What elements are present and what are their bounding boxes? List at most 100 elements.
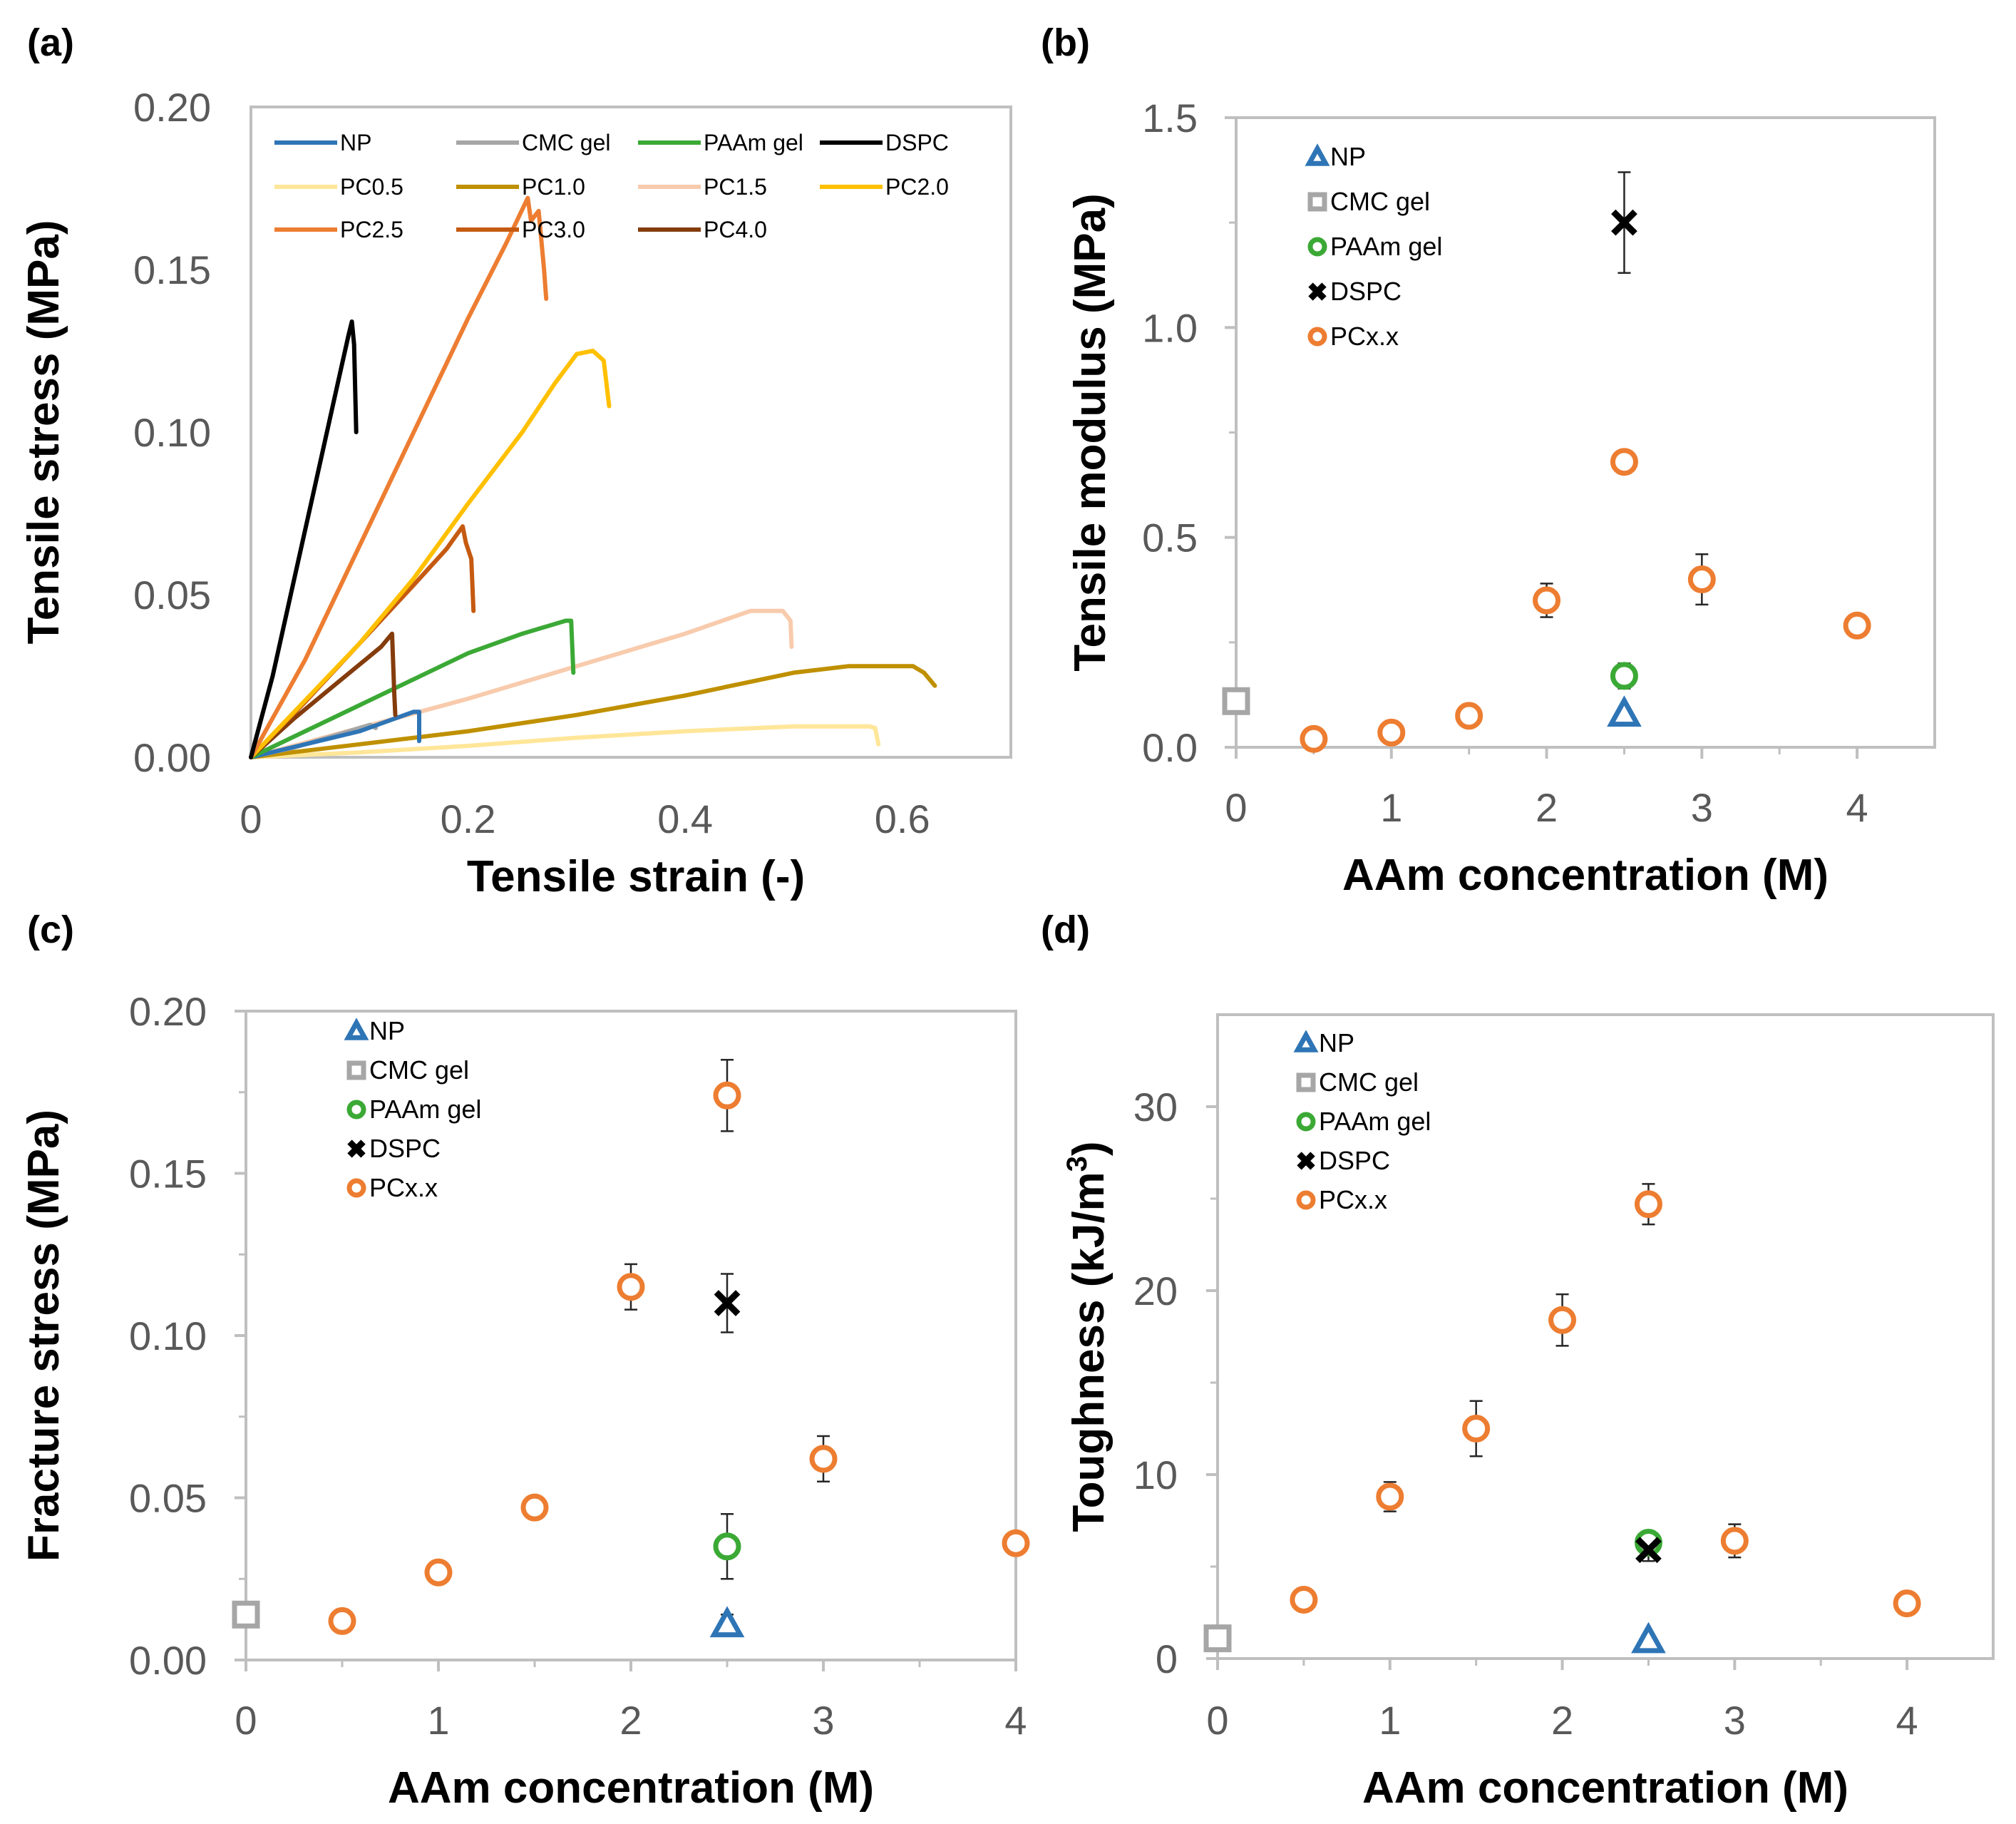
data-point-pcx-x <box>1634 1190 1662 1219</box>
data-point-pcx-x <box>1533 586 1561 615</box>
y-tick-label: 0.10 <box>129 1313 207 1358</box>
legend-item: PCx.x <box>346 1173 438 1202</box>
series-line-dspc <box>249 319 359 759</box>
data-point-pcx-x <box>1455 702 1483 730</box>
legend-marker <box>1307 327 1327 347</box>
legend-marker <box>1305 143 1330 166</box>
y-tick-label: 0.00 <box>133 735 211 780</box>
x-marker-stroke <box>347 1139 366 1158</box>
legend-item: PC0.5 <box>274 174 403 200</box>
legend-item: PAAm gel <box>346 1095 481 1124</box>
x-tick-label: 1 <box>1380 785 1402 830</box>
data-point-paam-gel <box>1610 662 1638 690</box>
data-point-pcx-x <box>1377 718 1406 747</box>
data-point-pcx-x <box>1548 1306 1577 1334</box>
y-tick-label: 0.05 <box>133 573 211 618</box>
legend-label: PCx.x <box>369 1173 438 1202</box>
y-tick-label: 0.5 <box>1142 516 1198 560</box>
panel-letter: (b) <box>1041 21 1090 64</box>
legend-label: DSPC <box>885 130 949 155</box>
x-tick-label: 3 <box>812 1698 834 1743</box>
legend-item: DSPC <box>820 130 949 155</box>
x-axis-title: AAm concentration (M) <box>1362 1763 1848 1813</box>
legend-item: DSPC <box>1308 277 1402 306</box>
legend-item: CMC gel <box>456 130 610 155</box>
legend-item: PC3.0 <box>456 217 585 242</box>
panel-b-tensile-modulus-chart: (b) 0.0 0.5 1.0 1.5 0 1 2 3 4 AAm concentration (M… <box>1041 21 1936 900</box>
legend-marker <box>1296 1190 1316 1210</box>
x-tick-label: 0 <box>1206 1698 1228 1743</box>
x-tick-label: 1 <box>1379 1698 1401 1743</box>
y-tick-label: 1.5 <box>1142 96 1198 140</box>
x-tick-label: 4 <box>1896 1698 1918 1743</box>
x-axis-title: AAm concentration (M) <box>1342 851 1829 900</box>
data-point-pcx-x <box>1893 1589 1921 1618</box>
x-tick-label: 4 <box>1846 785 1868 830</box>
legend-label: CMC gel <box>1330 187 1430 216</box>
series-line-pc0-5 <box>249 724 881 759</box>
data-point-pcx-x <box>520 1493 549 1522</box>
series-line-pc1-0 <box>249 664 937 759</box>
x-tick-label: 4 <box>1004 1698 1027 1743</box>
data-point-dspc <box>714 1290 741 1316</box>
data-point-pcx-x <box>424 1558 453 1587</box>
x-axis-title: Tensile strain (-) <box>467 852 805 901</box>
y-tick-label: 0.00 <box>129 1638 207 1683</box>
data-point-cmc-gel <box>1203 1624 1232 1653</box>
data-point-pcx-x <box>1720 1527 1749 1555</box>
data-point-pcx-x <box>328 1607 356 1635</box>
legend-item: NP <box>344 1016 405 1045</box>
panel-c-fracture-stress-chart: (c) 0.00 0.05 0.10 0.15 0.20 0 1 2 3 4 AAm concentr… <box>19 908 1030 1813</box>
legend-label: DSPC <box>1319 1146 1390 1175</box>
legend-marker <box>347 1139 366 1158</box>
x-tick-label: 3 <box>1724 1698 1746 1743</box>
y-tick-label: 0.15 <box>133 247 211 292</box>
legend-label: PC0.5 <box>340 174 403 200</box>
x-tick-label: 2 <box>1551 1698 1573 1743</box>
y-axis-title: Toughness (kJ/m3) <box>1061 1141 1114 1532</box>
legend-item: NP <box>1293 1028 1354 1057</box>
data-point-pcx-x <box>1002 1529 1030 1557</box>
x-marker-stroke <box>1308 282 1327 301</box>
legend-item: PC1.5 <box>638 174 767 200</box>
series-line-paam-gel <box>249 618 576 759</box>
data-point-pcx-x <box>1376 1482 1404 1511</box>
data-point-pcx-x <box>1290 1585 1318 1614</box>
legend-label: CMC gel <box>522 130 610 155</box>
y-tick-label: 0.20 <box>133 85 211 130</box>
y-tick-label: 0.20 <box>129 989 207 1034</box>
series-line-pc4-0 <box>249 631 398 759</box>
y-axis-title: Tensile modulus (MPa) <box>1066 193 1115 672</box>
data-point-pcx-x <box>1300 724 1328 753</box>
series-line-pc2-5 <box>249 195 549 759</box>
y-tick-label: 10 <box>1133 1452 1178 1497</box>
x-marker-stroke <box>1611 209 1637 236</box>
legend-item: NP <box>1305 142 1366 171</box>
data-point-pcx-x <box>1462 1415 1491 1443</box>
legend-marker <box>1296 1112 1316 1132</box>
legend-label: PC1.0 <box>522 174 585 200</box>
data-point-pcx-x <box>617 1273 645 1301</box>
y-tick-label: 0.15 <box>129 1152 207 1197</box>
legend-label: NP <box>1330 142 1366 171</box>
legend-item: PC1.0 <box>456 174 585 200</box>
x-tick-label: 0 <box>1225 785 1247 830</box>
legend-label: CMC gel <box>369 1055 469 1085</box>
plot-frame <box>1216 1013 1995 1660</box>
panel-letter: (d) <box>1041 908 1090 951</box>
legend-label: PC4.0 <box>704 217 767 242</box>
legend-item: PAAm gel <box>1296 1107 1431 1136</box>
legend-marker <box>1307 192 1327 212</box>
legend-label: PC1.5 <box>704 174 767 200</box>
data-point-pcx-x <box>713 1081 741 1110</box>
legend-item: DSPC <box>347 1134 441 1163</box>
y-tick-label: 0.0 <box>1142 725 1198 770</box>
legend-label: NP <box>1319 1028 1354 1057</box>
panel-letter: (a) <box>27 21 74 64</box>
legend-label: PC2.5 <box>340 217 403 242</box>
y-tick-label: 30 <box>1133 1085 1178 1129</box>
legend-label: PC2.0 <box>885 174 949 200</box>
legend-label: PC3.0 <box>522 217 585 242</box>
legend-label: NP <box>340 130 371 155</box>
legend-item: PC4.0 <box>638 217 767 242</box>
